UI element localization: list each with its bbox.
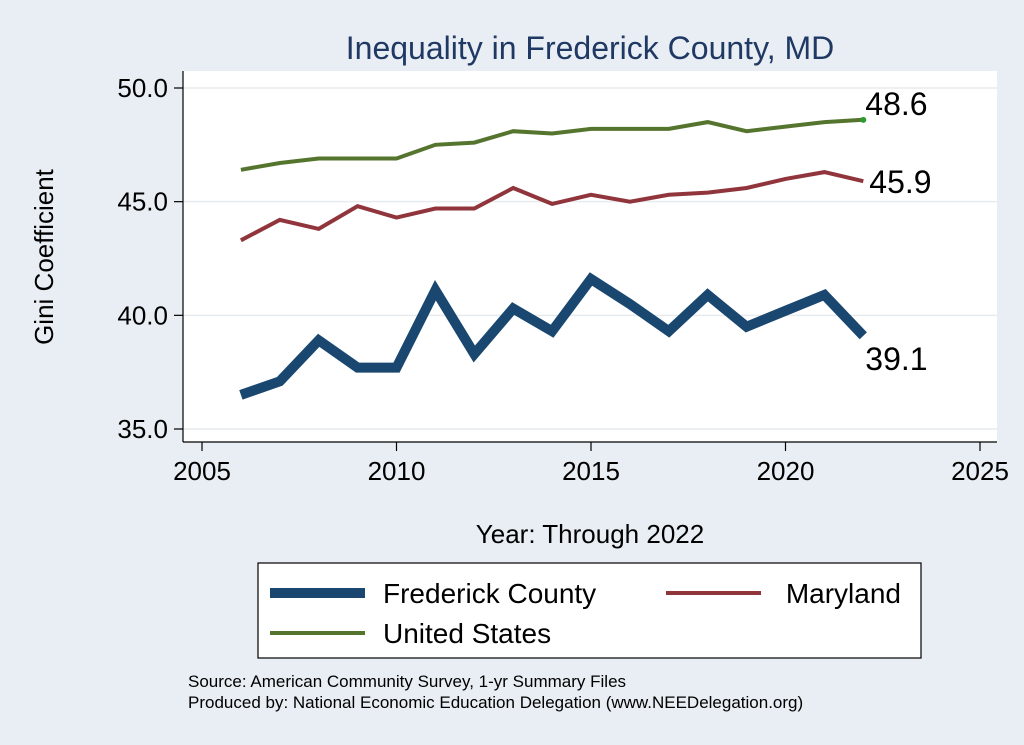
axes: 35.0 40.0 45.0 50.0 2005 2010 2015 2020 2025	[117, 71, 1009, 486]
y-tick-label: 35.0	[117, 414, 168, 444]
x-tick-label: 2020	[757, 456, 815, 486]
x-axis-title: Year: Through 2022	[476, 519, 704, 549]
series-group	[239, 117, 867, 400]
plot-area	[183, 71, 997, 442]
x-tick-label: 2005	[173, 456, 231, 486]
y-tick-label: 45.0	[117, 187, 168, 217]
end-marker-united-states	[860, 116, 867, 123]
series-line-united-states	[240, 117, 864, 172]
x-tick-label: 2025	[951, 456, 1009, 486]
x-tick-label: 2015	[562, 456, 620, 486]
x-tick-label: 2010	[368, 456, 426, 486]
legend-label-maryland: Maryland	[786, 578, 901, 609]
chart-title: Inequality in Frederick County, MD	[346, 30, 834, 66]
y-tick-label: 50.0	[117, 73, 168, 103]
y-axis-title: Gini Coefficient	[29, 168, 59, 345]
end-label-frederick-county: 39.1	[865, 341, 927, 377]
series-line-maryland	[239, 170, 864, 243]
source-line-2: Produced by: National Economic Education…	[188, 693, 803, 712]
gridlines	[183, 87, 997, 430]
end-label-maryland: 45.9	[869, 164, 931, 200]
legend: Frederick County Maryland United States	[270, 578, 901, 649]
end-labels: 39.1 45.9 48.6	[860, 86, 932, 377]
source-line-1: Source: American Community Survey, 1-yr …	[188, 672, 626, 691]
legend-label-united-states: United States	[383, 618, 551, 649]
legend-box	[257, 562, 922, 659]
y-tick-label: 40.0	[117, 300, 168, 330]
series-line-frederick-county	[239, 272, 867, 400]
legend-label-frederick-county: Frederick County	[383, 578, 596, 609]
end-label-united-states: 48.6	[865, 86, 927, 122]
